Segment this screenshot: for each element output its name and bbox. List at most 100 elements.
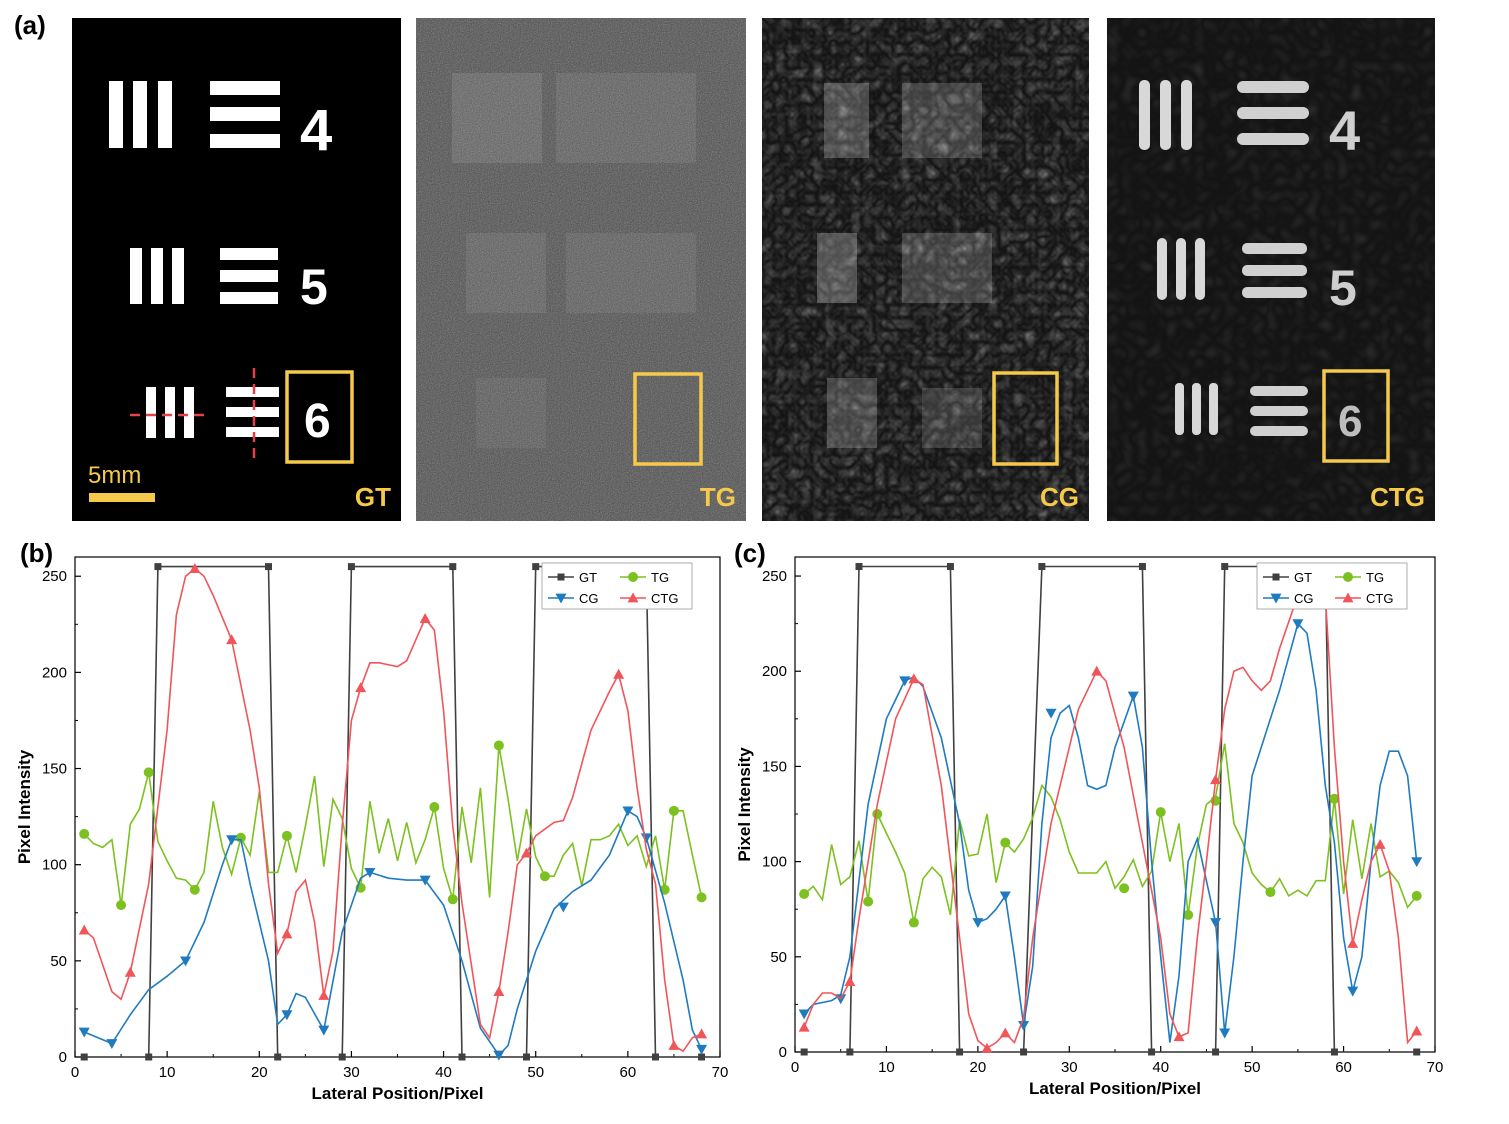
legend-label: GT bbox=[579, 570, 597, 585]
x-axis-label: Lateral Position/Pixel bbox=[1029, 1079, 1201, 1098]
data-point-gt bbox=[523, 1053, 530, 1061]
data-point-cg bbox=[1210, 918, 1222, 929]
data-point-ctg bbox=[908, 673, 920, 684]
ctg-number-5: 5 bbox=[1329, 260, 1357, 316]
ctg-image: 4 5 6 CTG bbox=[1107, 18, 1435, 521]
legend-box bbox=[1256, 562, 1408, 610]
group-number-6: 6 bbox=[304, 395, 331, 448]
image-tag-gt: GT bbox=[354, 482, 391, 512]
x-tick-label: 10 bbox=[878, 1059, 895, 1076]
series-line-tg bbox=[83, 745, 703, 906]
highlight-box bbox=[633, 372, 703, 466]
ctg-reconstruction: 4 5 6 bbox=[1107, 18, 1435, 521]
data-point-ctg bbox=[613, 668, 625, 679]
data-point-tg bbox=[281, 830, 292, 841]
y-tick-label: 50 bbox=[770, 949, 787, 966]
legend-swatch-marker bbox=[1342, 592, 1354, 603]
data-point-tg bbox=[1155, 807, 1166, 818]
image-tag-cg: CG bbox=[1040, 482, 1079, 512]
series-line-cg bbox=[803, 622, 1418, 1043]
data-point-ctg bbox=[696, 1028, 708, 1039]
y-axis-label: Pixel Intensity bbox=[735, 747, 754, 862]
series-cg bbox=[798, 619, 1423, 1043]
data-point-tg bbox=[1411, 890, 1422, 901]
data-point-cg bbox=[318, 1025, 330, 1036]
x-tick-label: 70 bbox=[712, 1064, 729, 1081]
data-point-tg bbox=[1265, 887, 1276, 898]
series-tg bbox=[79, 740, 707, 911]
data-point-gt bbox=[1148, 1048, 1156, 1056]
x-tick-label: 0 bbox=[791, 1059, 799, 1076]
x-tick-label: 60 bbox=[1335, 1059, 1352, 1076]
data-point-gt bbox=[338, 1053, 346, 1061]
data-point-tg bbox=[539, 871, 550, 882]
data-point-ctg bbox=[419, 613, 431, 623]
group-number-4: 4 bbox=[300, 98, 332, 163]
legend-swatch-marker bbox=[1270, 593, 1282, 604]
legend-box bbox=[541, 562, 693, 610]
data-point-gt bbox=[347, 563, 355, 571]
legend-swatch-marker bbox=[1272, 573, 1280, 581]
y-tick-label: 0 bbox=[59, 1049, 67, 1066]
data-point-gt bbox=[458, 1053, 466, 1061]
data-point-tg bbox=[1183, 909, 1194, 920]
data-point-tg bbox=[863, 896, 874, 907]
y-tick-label: 250 bbox=[762, 568, 787, 585]
data-point-tg bbox=[447, 894, 458, 905]
image-tag-ctg: CTG bbox=[1370, 482, 1425, 512]
data-point-gt bbox=[1413, 1048, 1421, 1056]
x-tick-label: 20 bbox=[970, 1059, 987, 1076]
data-point-cg bbox=[622, 806, 634, 817]
x-tick-label: 60 bbox=[620, 1064, 637, 1081]
data-point-gt bbox=[1020, 1048, 1028, 1056]
line-chart-c: 0 10 20 30 40 50 60 70 0 50 100 150 200 250 Lateral Po… bbox=[735, 556, 1444, 1098]
data-point-gt bbox=[698, 1053, 706, 1061]
data-point-ctg bbox=[281, 928, 293, 939]
data-point-ctg bbox=[521, 847, 532, 858]
series-tg bbox=[799, 743, 1422, 928]
y-tick-label: 150 bbox=[42, 761, 67, 778]
legend-swatch-marker bbox=[1343, 572, 1353, 582]
tg-speckle-pattern bbox=[416, 18, 746, 521]
series-line-ctg bbox=[803, 566, 1418, 1050]
data-point-ctg bbox=[999, 1027, 1011, 1038]
data-point-gt bbox=[154, 563, 162, 571]
y-tick-label: 200 bbox=[762, 663, 787, 680]
panel-label-a: (a) bbox=[14, 10, 46, 40]
data-point-cg bbox=[1045, 708, 1057, 719]
data-point-gt bbox=[449, 563, 457, 571]
legend-swatch-marker bbox=[627, 592, 639, 603]
x-tick-label: 70 bbox=[1427, 1059, 1444, 1076]
data-point-ctg bbox=[318, 989, 330, 1000]
data-point-ctg bbox=[844, 976, 856, 986]
legend-label: GT bbox=[1294, 570, 1312, 585]
y-tick-label: 200 bbox=[42, 664, 67, 681]
x-axis-label: Lateral Position/Pixel bbox=[312, 1084, 484, 1103]
data-point-cg bbox=[972, 918, 984, 929]
y-tick-label: 50 bbox=[50, 953, 67, 970]
y-tick-label: 250 bbox=[42, 568, 67, 585]
y-axis-label: Pixel Intensity bbox=[15, 749, 34, 864]
data-point-cg bbox=[1411, 857, 1423, 868]
legend-label: CG bbox=[579, 591, 599, 606]
data-point-gt bbox=[265, 563, 272, 571]
legend-label: TG bbox=[651, 570, 669, 585]
data-point-cg bbox=[1347, 986, 1359, 997]
data-point-gt bbox=[846, 1048, 854, 1056]
data-point-cg bbox=[999, 891, 1011, 902]
data-point-cg bbox=[640, 833, 652, 844]
legend-label: CTG bbox=[1366, 591, 1393, 606]
data-point-tg bbox=[79, 828, 90, 839]
legend-swatch-marker bbox=[555, 593, 567, 604]
data-point-cg bbox=[493, 1050, 505, 1061]
data-point-cg bbox=[281, 1010, 293, 1021]
gt-resolution-target: 4 5 6 5mm bbox=[88, 81, 354, 502]
data-point-gt bbox=[1221, 563, 1229, 571]
data-point-tg bbox=[143, 767, 154, 778]
gt-image: 4 5 6 5mm GT bbox=[72, 18, 401, 521]
x-tick-label: 50 bbox=[527, 1064, 544, 1081]
scale-bar-label: 5mm bbox=[88, 462, 141, 489]
legend-label: CTG bbox=[651, 591, 678, 606]
data-point-ctg bbox=[226, 634, 238, 645]
data-point-tg bbox=[429, 802, 440, 812]
